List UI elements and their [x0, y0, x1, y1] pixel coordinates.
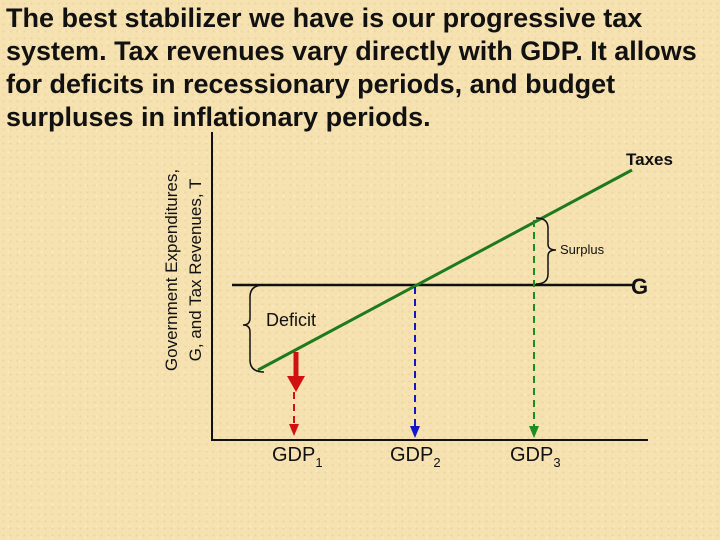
surplus-label: Surplus [560, 242, 605, 257]
deficit-brace [242, 284, 265, 373]
gdp2-arrow-head [410, 426, 420, 438]
taxes-line [257, 168, 633, 372]
gdp1-label-base: GDP [272, 444, 315, 466]
deficit-arrow-head [287, 376, 305, 392]
gdp2-label-sub: 2 [433, 455, 440, 470]
g-line-label: G [631, 274, 648, 299]
gdp3-label-sub: 3 [553, 455, 560, 470]
surplus-brace [535, 217, 557, 285]
gdp2-label: GDP2 [390, 444, 441, 470]
taxes-line-label: Taxes [626, 150, 673, 169]
gdp3-label: GDP3 [510, 444, 561, 470]
gdp1-label: GDP1 [272, 444, 323, 470]
gdp3-label-base: GDP [510, 444, 553, 466]
deficit-label: Deficit [266, 310, 316, 330]
gdp1-label-sub: 1 [315, 455, 322, 470]
gdp3-arrow-head [529, 426, 539, 438]
gdp2-label-base: GDP [390, 444, 433, 466]
slide-title: The best stabilizer we have is our progr… [6, 3, 697, 132]
gdp1-arrow-head [289, 424, 299, 436]
